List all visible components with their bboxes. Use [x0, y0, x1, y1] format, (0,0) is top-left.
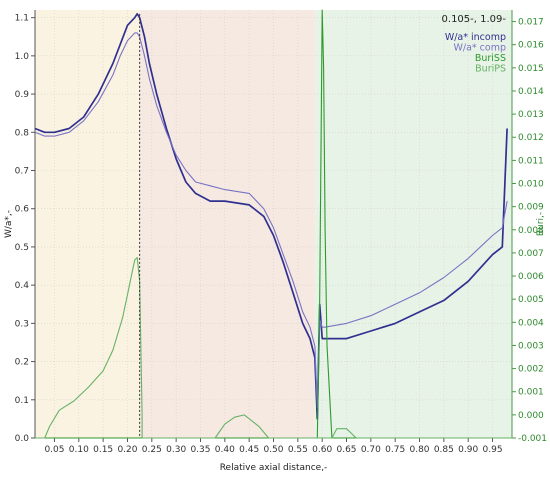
- y-left-tick-label: 0.3: [15, 319, 29, 329]
- x-tick-label: 0.85: [434, 445, 454, 455]
- x-tick-label: 0.30: [166, 445, 186, 455]
- y-right-tick-label: 0.008: [518, 226, 544, 236]
- y-left-tick-label: 0.2: [15, 358, 29, 368]
- y-right-tick-label: -0.001: [518, 434, 547, 444]
- y-right-tick-label: 0.017: [518, 18, 544, 28]
- y-right-tick-label: 0.006: [518, 272, 544, 282]
- y-right-tick-label: 0.001: [518, 388, 544, 398]
- y-right-tick-label: 0.004: [518, 318, 544, 328]
- x-axis-title: Relative axial distance,-: [220, 463, 328, 473]
- y-right-tick-label: 0.003: [518, 341, 544, 351]
- y-right-tick-label: 0.007: [518, 249, 544, 259]
- region-band-3: [314, 10, 512, 438]
- x-tick-label: 0.60: [312, 445, 332, 455]
- x-tick-label: 0.90: [458, 445, 478, 455]
- region-band-1: [35, 10, 140, 438]
- y-left-tick-label: 0.6: [15, 205, 30, 215]
- x-tick-label: 0.05: [44, 445, 64, 455]
- y-right-tick-label: 0.009: [518, 203, 544, 213]
- series-line-burips: [35, 256, 512, 439]
- y-left-tick-label: 0.1: [15, 396, 29, 406]
- y-left-tick-label: 1.1: [15, 14, 29, 24]
- y-right-tick-label: 0.005: [518, 295, 544, 305]
- y-left-tick-label: 0.5: [15, 243, 29, 253]
- x-tick-label: 0.65: [336, 445, 356, 455]
- y-right-tick-label: 0.002: [518, 365, 544, 375]
- background-regions: [35, 10, 512, 438]
- y-right-tick-label: 0.014: [518, 87, 544, 97]
- y-left-ticks: 0.0 0.1 0.2 0.3 0.4 0.5 0.6 0.7 0.8 0.9 1.0 1.1: [15, 14, 35, 444]
- x-tick-label: 0.55: [288, 445, 308, 455]
- x-tick-label: 0.20: [117, 445, 137, 455]
- x-tick-label: 0.70: [361, 445, 381, 455]
- x-tick-label: 0.25: [142, 445, 162, 455]
- x-tick-label: 0.50: [263, 445, 283, 455]
- x-tick-label: 0.95: [483, 445, 503, 455]
- legend-entry-4: BuriPS: [475, 64, 506, 75]
- y-right-axis-title: Buri,-: [536, 212, 546, 236]
- x-tick-label: 0.40: [215, 445, 235, 455]
- legend-entry-2: W/a* comp: [453, 43, 506, 54]
- y-left-axis-title: W/a*,-: [4, 210, 14, 238]
- y-left-tick-label: 0.7: [15, 167, 29, 177]
- legend-entry-1: W/a* incomp: [445, 32, 506, 43]
- y-right-tick-label: 0.000: [518, 411, 544, 421]
- x-tick-label: 0.35: [190, 445, 210, 455]
- y-right-ticks: -0.001 0.000 0.001 0.002 0.003 0.004 0.005 0.00…: [512, 18, 547, 444]
- series-lines: [34, 9, 512, 439]
- legend-entry-3: BuriSS: [475, 53, 506, 64]
- cursor-readout: 0.105-, 1.09-: [442, 14, 507, 25]
- series-line-w-a-incomp: [34, 12, 508, 420]
- y-left-tick-label: 0.9: [15, 90, 30, 100]
- x-axis-ticks: 0.05 0.10 0.15 0.20 0.25 0.30 0.35 0.40 0.45 0.50…: [44, 438, 503, 455]
- y-right-tick-label: 0.013: [518, 110, 544, 120]
- y-left-tick-label: 1.0: [15, 52, 30, 62]
- y-right-tick-label: 0.016: [518, 41, 544, 51]
- x-tick-label: 0.15: [93, 445, 113, 455]
- y-left-tick-label: 0.8: [15, 128, 30, 138]
- y-right-tick-label: 0.010: [518, 180, 544, 190]
- series-line-w-a-comp: [34, 32, 508, 408]
- x-tick-label: 0.75: [385, 445, 405, 455]
- x-tick-label: 0.80: [409, 445, 429, 455]
- region-band-2: [139, 10, 315, 438]
- y-left-tick-label: 0.0: [15, 434, 30, 444]
- y-left-tick-label: 0.4: [15, 281, 30, 291]
- y-right-tick-label: 0.011: [518, 156, 544, 166]
- y-right-tick-label: 0.015: [518, 64, 544, 74]
- y-right-tick-label: 0.012: [518, 133, 544, 143]
- x-tick-label: 0.45: [239, 445, 259, 455]
- x-tick-label: 0.10: [69, 445, 89, 455]
